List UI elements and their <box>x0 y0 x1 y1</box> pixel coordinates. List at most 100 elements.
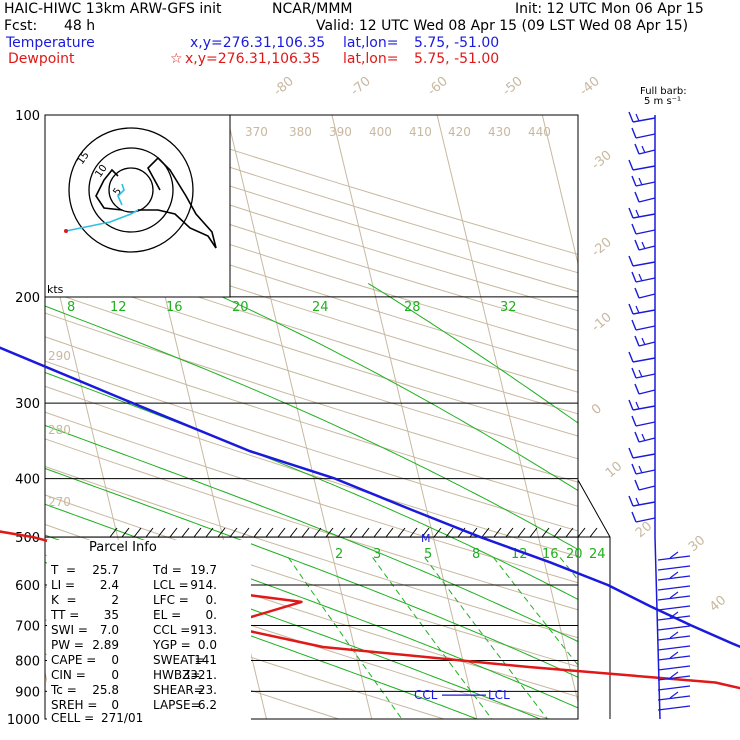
hodograph-mid-trace <box>95 168 123 211</box>
parcel-info-title: Parcel Info <box>89 540 157 555</box>
wind-barb <box>669 591 679 599</box>
hatch-mark <box>109 527 118 538</box>
parcel-param-label: CCL = <box>153 623 191 637</box>
temperature-profile <box>0 346 740 649</box>
wind-barb <box>632 165 656 171</box>
wind-barb <box>634 239 640 251</box>
hatch-mark <box>301 527 310 538</box>
wind-barb <box>632 501 656 507</box>
hatch-mark <box>553 527 562 538</box>
hatch-mark <box>541 527 550 538</box>
hatch-mark <box>325 527 334 538</box>
fcst-label: Fcst: <box>4 18 38 34</box>
theta-label: 390 <box>329 125 352 139</box>
hatch-mark <box>589 527 598 538</box>
isotherm-line <box>331 115 478 719</box>
hatch-mark <box>493 527 502 538</box>
parcel-param-label: SWEAT= <box>153 653 205 667</box>
wind-barb <box>628 159 634 171</box>
hatch-mark <box>361 527 370 538</box>
wind-barb <box>657 605 691 611</box>
wind-barb <box>628 495 634 507</box>
wind-barb <box>634 143 640 155</box>
hatch-mark <box>289 527 298 538</box>
mixing-ratio-label: 16 <box>542 547 559 562</box>
hatch-mark <box>205 527 214 538</box>
wind-barb <box>628 207 634 219</box>
wind-barb <box>657 665 691 671</box>
parcel-param-value: 141 <box>194 653 217 667</box>
isotherm-label: -10 <box>589 310 615 335</box>
wind-barb <box>632 309 656 315</box>
isotherm-line <box>648 115 740 719</box>
dewpoint-legend: Dewpoint <box>8 51 75 67</box>
hodograph-core-trace <box>117 183 125 206</box>
mixing-ratio-line <box>287 557 403 719</box>
hodograph-frame <box>44 114 231 298</box>
wind-barb <box>657 635 691 641</box>
wind-barb <box>657 625 691 631</box>
isotherm-label: 40 <box>707 593 729 615</box>
wind-barb <box>628 351 634 363</box>
wind-barb <box>632 357 656 363</box>
hodograph-lowlevel-trace <box>65 209 139 232</box>
dewpoint-xy: x,y=276.31,106.35 <box>185 51 321 67</box>
pressure-tick-label: 1000 <box>7 713 40 728</box>
parcel-param-value: 913. <box>190 623 217 637</box>
barb-legend-line2: 5 m s⁻¹ <box>644 96 681 107</box>
wind-barb <box>631 511 637 523</box>
parcel-param-value: 2.4 <box>99 578 119 592</box>
dry-adiabat-line <box>45 438 578 611</box>
dry-adiabat-line <box>45 411 578 584</box>
wind-barb <box>638 485 656 491</box>
wind-barb <box>631 319 637 331</box>
wind-barb <box>657 655 691 661</box>
hatch-mark <box>265 527 274 538</box>
wind-barb <box>641 337 646 346</box>
parcel-param-label: K = <box>51 593 77 607</box>
moist-adiabat-line <box>192 282 578 492</box>
wind-barb <box>669 671 679 679</box>
isotherm-label: -80 <box>271 74 297 99</box>
mixing-ratio-label: 8 <box>472 547 480 562</box>
theta-label: 440 <box>528 125 551 139</box>
theta-label: 430 <box>488 125 511 139</box>
valid-time: Valid: 12 UTC Wed 08 Apr 15 (09 LST Wed … <box>316 18 689 34</box>
hodograph-units-label: kts <box>47 283 64 296</box>
wind-barb <box>669 631 679 639</box>
dry-adiabat-line <box>45 289 578 460</box>
parcel-param-value: 0 <box>111 698 119 712</box>
parcel-param-label: HWBZ= <box>153 668 201 682</box>
wind-barb <box>641 433 646 442</box>
mixing-ratio-label: 24 <box>589 547 606 562</box>
dewpoint-profile <box>0 530 740 690</box>
parcel-param-label: LCL = <box>153 578 189 592</box>
parcel-param-value: 7.0 <box>99 623 119 637</box>
wind-barb <box>638 177 643 186</box>
theta-label: 420 <box>448 125 471 139</box>
temperature-latlon: 5.75, -51.00 <box>414 35 500 51</box>
hatch-mark <box>145 527 154 538</box>
wind-barb <box>638 197 656 203</box>
wind-barb <box>635 305 640 314</box>
wind-barb <box>628 255 634 267</box>
hatch-mark <box>193 527 202 538</box>
mixing-ratio-label: 28 <box>404 300 421 315</box>
fcst-value: 48 h <box>64 18 96 34</box>
wind-barb <box>631 223 637 235</box>
parcel-param-value: 0. <box>205 608 217 622</box>
wind-barb <box>632 261 656 267</box>
isotherm-line <box>226 115 373 719</box>
hatch-mark <box>241 527 250 538</box>
theta-label: 400 <box>369 125 392 139</box>
wind-barb <box>632 453 656 459</box>
mixing-ratio-label: 5 <box>424 547 432 562</box>
wind-barb <box>669 691 679 699</box>
dry-adiabat-line <box>45 223 578 393</box>
parcel-param-value: 2 <box>111 593 119 607</box>
parcel-param-label: Td = <box>153 563 182 577</box>
hatch-mark <box>229 527 238 538</box>
wind-barb <box>635 401 640 410</box>
parcel-param-label: YGP = <box>153 638 191 652</box>
m-marker-label: M <box>421 532 431 545</box>
